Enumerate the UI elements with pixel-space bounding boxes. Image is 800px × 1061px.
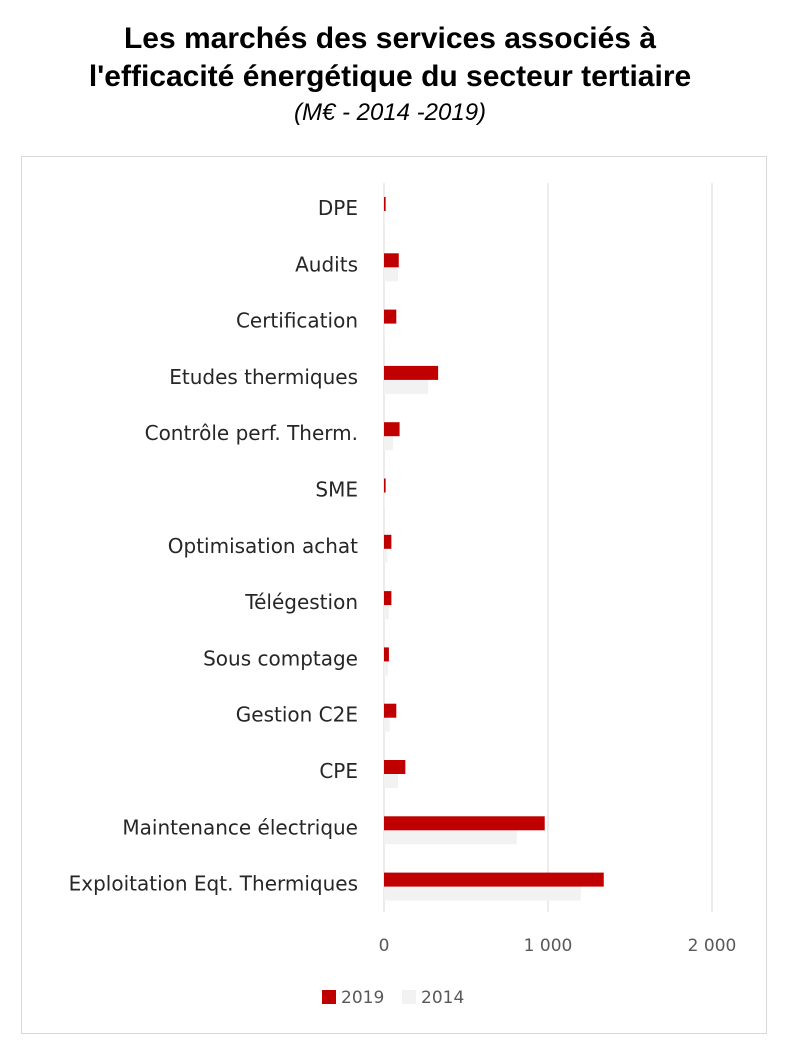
grid-lines xyxy=(383,183,713,912)
bar-2019 xyxy=(384,647,389,662)
category-label: Etudes thermiques xyxy=(169,365,358,389)
bar-2014 xyxy=(384,492,385,507)
legend: 2019 2014 xyxy=(322,988,464,1008)
x-tick-label: 2 000 xyxy=(688,936,737,956)
category-label: Certification xyxy=(236,309,358,333)
bar-2014 xyxy=(384,211,385,225)
x-tick-label: 0 xyxy=(379,936,390,956)
category-label: Exploitation Eqt. Thermiques xyxy=(69,872,358,896)
bar-2019 xyxy=(384,872,604,887)
category-label: Télégestion xyxy=(244,590,358,614)
bar-2014 xyxy=(384,774,398,788)
category-label: Maintenance électrique xyxy=(122,815,358,839)
bar-2014 xyxy=(384,267,398,282)
bars xyxy=(384,197,604,901)
category-label: Contrôle perf. Therm. xyxy=(145,421,358,445)
category-label: Gestion C2E xyxy=(236,703,358,727)
category-label: SME xyxy=(315,478,358,502)
bar-2014 xyxy=(384,886,581,901)
bar-2019 xyxy=(384,591,392,606)
bar-2019 xyxy=(384,253,399,268)
chart-subtitle: (M€ - 2014 -2019) xyxy=(293,99,487,126)
bar-2019 xyxy=(384,365,439,380)
chart-title-line-2: l'efficacité énergétique du secteur tert… xyxy=(88,60,692,93)
bar-2014 xyxy=(384,323,385,338)
category-label: Optimisation achat xyxy=(168,534,358,558)
bar-2019 xyxy=(384,309,397,324)
bar-2019 xyxy=(384,422,400,437)
category-label: CPE xyxy=(319,759,358,783)
x-axis-tick-labels: 0 1 000 2 000 xyxy=(379,936,737,956)
category-label: Audits xyxy=(295,252,358,276)
bar-2014 xyxy=(384,830,517,845)
bar-2014 xyxy=(384,717,390,732)
category-label: DPE xyxy=(318,196,358,220)
bar-2014 xyxy=(384,605,389,620)
bar-2019 xyxy=(384,197,386,211)
bar-2014 xyxy=(384,436,394,451)
bar-2014 xyxy=(384,379,429,394)
category-label: Sous comptage xyxy=(203,646,358,670)
bar-2014 xyxy=(384,548,388,563)
bar-2019 xyxy=(384,816,545,831)
bar-2014 xyxy=(384,661,389,676)
category-labels: DPE Audits Certification Etudes thermiques C… xyxy=(69,196,359,896)
bar-2019 xyxy=(384,478,386,493)
bar-2019 xyxy=(384,760,406,774)
bar-2019 xyxy=(384,534,392,549)
bar-2019 xyxy=(384,703,397,718)
legend-label: 2014 xyxy=(421,988,464,1008)
legend-swatch-2019 xyxy=(322,990,336,1004)
chart-title-line-1: Les marchés des services associés à xyxy=(123,22,657,55)
legend-label: 2019 xyxy=(341,988,384,1008)
x-tick-label: 1 000 xyxy=(524,936,573,956)
legend-swatch-2014 xyxy=(402,990,416,1004)
